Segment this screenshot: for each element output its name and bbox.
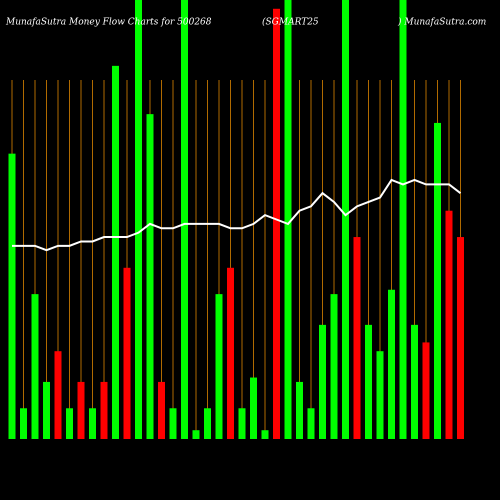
bar <box>181 0 188 439</box>
bar <box>422 342 430 439</box>
bar <box>227 267 234 439</box>
chart-subtitle: (SGMART25 <box>262 17 319 28</box>
bar <box>20 408 27 439</box>
bar <box>411 324 418 439</box>
bar <box>8 153 16 439</box>
bar <box>445 210 453 439</box>
bar <box>100 381 108 439</box>
bar <box>388 289 395 439</box>
bar <box>66 408 73 439</box>
bar <box>284 0 292 439</box>
bar <box>376 351 384 439</box>
bar <box>342 0 349 439</box>
bar <box>158 381 165 439</box>
chart-title: MunafaSutra Money Flow Charts for 500268 <box>5 18 212 28</box>
bar <box>215 294 223 439</box>
money-flow-line <box>12 178 462 252</box>
bar <box>89 408 96 439</box>
bar <box>192 430 200 439</box>
bar <box>250 377 257 439</box>
bar <box>169 408 177 439</box>
bar <box>204 408 211 439</box>
bar <box>273 8 280 440</box>
bar <box>31 294 39 439</box>
bar <box>319 324 326 439</box>
bar <box>296 381 303 439</box>
bar <box>238 408 246 439</box>
bar <box>77 381 85 439</box>
bar <box>261 430 269 439</box>
bar <box>307 408 315 439</box>
bar <box>457 237 464 439</box>
bar <box>123 267 131 439</box>
bar <box>353 237 361 439</box>
bar <box>54 351 62 439</box>
lines <box>12 178 462 252</box>
bar <box>146 114 154 439</box>
bars <box>8 0 464 440</box>
bar <box>434 122 441 440</box>
bar <box>399 0 407 439</box>
bar <box>365 324 372 439</box>
bar <box>330 294 338 439</box>
bar <box>135 0 142 439</box>
bar <box>112 65 119 439</box>
bar <box>43 381 50 439</box>
source: ) MunafaSutra.com <box>397 17 486 28</box>
